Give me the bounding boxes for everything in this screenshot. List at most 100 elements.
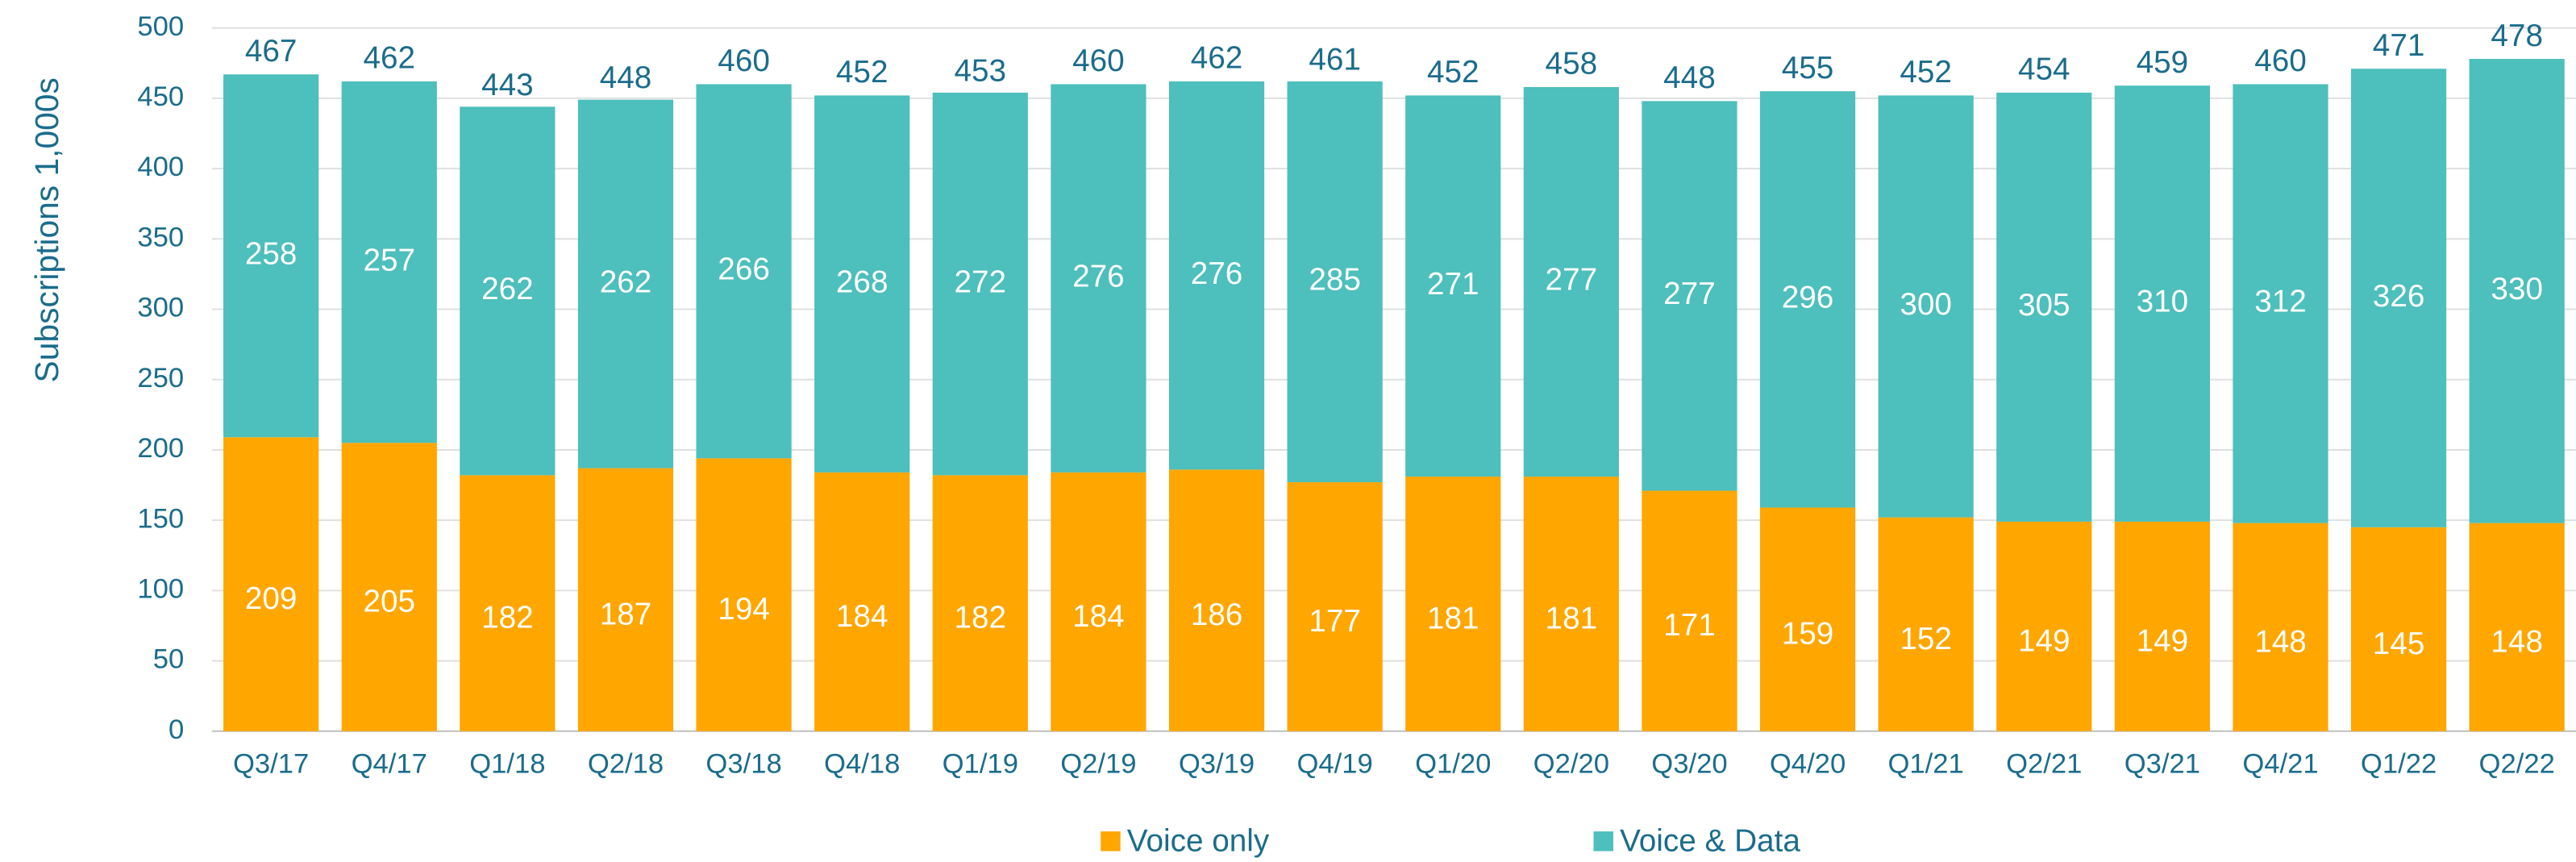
bar-segment — [1642, 490, 1737, 731]
y-tick-label: 150 — [137, 503, 184, 534]
x-tick-label: Q3/20 — [1651, 749, 1727, 780]
total-label: 443 — [481, 68, 534, 102]
data-label: 159 — [1782, 617, 1834, 652]
y-tick-label: 100 — [137, 573, 184, 604]
total-label: 460 — [1072, 44, 1125, 78]
bar-segment — [223, 437, 319, 731]
data-label: 181 — [1546, 602, 1598, 636]
data-label: 296 — [1782, 281, 1834, 315]
bar-segment — [1523, 86, 1619, 477]
y-tick-label: 0 — [169, 714, 184, 745]
data-label: 205 — [363, 585, 415, 619]
bar-segment — [2233, 84, 2328, 523]
data-label: 312 — [2254, 285, 2307, 319]
data-label: 262 — [600, 264, 652, 299]
bar-segment — [577, 468, 674, 731]
bar-segment — [223, 74, 319, 438]
total-label: 471 — [2373, 28, 2425, 63]
bar-segment — [577, 99, 674, 468]
data-label: 209 — [245, 581, 298, 616]
x-tick-label: Q1/20 — [1415, 749, 1491, 780]
y-tick-label: 50 — [153, 644, 185, 675]
bar-segment — [460, 106, 556, 476]
x-tick-label: Q3/18 — [705, 749, 781, 780]
y-tick-label: 300 — [137, 293, 184, 323]
x-tick-label: Q4/21 — [2242, 749, 2318, 780]
x-tick-label: Q1/18 — [469, 749, 545, 780]
bar-segment — [341, 443, 437, 731]
data-label: 271 — [1427, 267, 1479, 302]
bar-segment — [2114, 521, 2210, 731]
data-label: 145 — [2373, 627, 2425, 661]
x-tick-label: Q1/19 — [943, 749, 1018, 780]
bar-segment — [1996, 92, 2092, 522]
bar-segment — [2469, 59, 2565, 523]
y-tick-label: 250 — [137, 363, 184, 394]
y-tick-label: 500 — [137, 11, 184, 42]
bar-segment — [1759, 507, 1856, 731]
x-tick-label: Q3/21 — [2124, 749, 2200, 780]
x-tick-label: Q2/20 — [1534, 749, 1609, 780]
x-tick-label: Q2/22 — [2479, 749, 2555, 780]
bar-segment — [1878, 517, 1974, 731]
total-label: 448 — [1663, 60, 1716, 95]
data-label: 149 — [2137, 623, 2189, 658]
bar-segment — [460, 475, 556, 731]
total-label: 454 — [2018, 52, 2070, 87]
data-label: 262 — [481, 272, 534, 306]
total-label: 452 — [1427, 55, 1479, 90]
bar-segment — [1405, 477, 1501, 731]
bar-segment — [1051, 472, 1147, 731]
total-label: 455 — [1782, 51, 1834, 85]
bar-segment — [932, 92, 1028, 476]
bar-segment — [814, 472, 910, 731]
data-label: 182 — [955, 601, 1007, 635]
data-label: 182 — [481, 601, 534, 635]
data-label: 184 — [1072, 599, 1125, 634]
bar-segment — [341, 81, 437, 443]
bar-segment — [1287, 81, 1383, 483]
total-label: 452 — [836, 55, 888, 90]
data-label: 305 — [2018, 288, 2070, 323]
total-label: 458 — [1546, 47, 1598, 81]
data-label: 277 — [1546, 263, 1598, 298]
data-label: 258 — [245, 236, 298, 271]
total-label: 459 — [2137, 45, 2189, 80]
x-tick-label: Q2/19 — [1060, 749, 1136, 780]
total-label: 452 — [1900, 55, 1952, 90]
x-tick-label: Q4/18 — [824, 749, 900, 780]
data-label: 177 — [1309, 604, 1361, 639]
x-tick-label: Q3/17 — [233, 749, 309, 780]
x-tick-label: Q1/22 — [2361, 749, 2437, 780]
total-label: 462 — [363, 41, 415, 76]
x-tick-label: Q2/21 — [2006, 749, 2082, 780]
total-label: 460 — [718, 44, 770, 78]
data-label: 268 — [836, 264, 888, 299]
data-label: 148 — [2491, 624, 2543, 659]
total-label: 453 — [955, 53, 1007, 88]
data-label: 187 — [600, 597, 652, 631]
bar-segment — [696, 458, 792, 731]
total-label: 448 — [600, 60, 652, 95]
x-tick-label: Q1/21 — [1887, 749, 1963, 780]
y-tick-label: 400 — [137, 152, 184, 182]
data-label: 149 — [2018, 623, 2070, 658]
data-label: 152 — [1900, 622, 1952, 656]
y-tick-label: 450 — [137, 81, 184, 112]
y-tick-label: 350 — [137, 222, 184, 252]
legend-label: Voice & Data — [1620, 824, 1800, 859]
x-tick-label: Q2/18 — [588, 749, 664, 780]
x-tick-label: Q4/20 — [1770, 749, 1846, 780]
data-label: 266 — [718, 252, 770, 287]
data-label: 330 — [2491, 272, 2543, 306]
bar-segment — [1051, 84, 1147, 473]
bar-segment — [1287, 482, 1383, 731]
x-tick-label: Q3/19 — [1179, 749, 1255, 780]
bar-segment — [1642, 101, 1737, 491]
data-label: 171 — [1663, 608, 1716, 643]
x-tick-label: Q4/19 — [1296, 749, 1372, 780]
x-tick-label: Q4/17 — [352, 749, 427, 780]
data-label: 181 — [1427, 602, 1479, 636]
data-label: 300 — [1900, 287, 1952, 322]
data-label: 326 — [2373, 279, 2425, 314]
